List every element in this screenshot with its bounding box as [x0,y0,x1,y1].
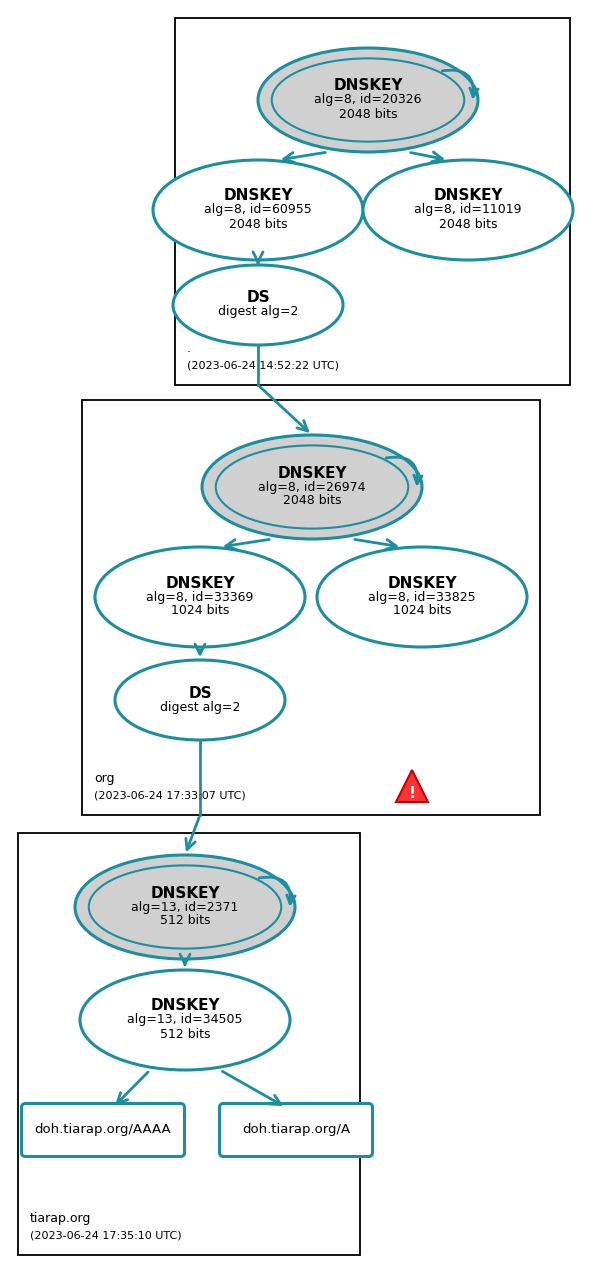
Text: .: . [187,342,191,355]
Ellipse shape [317,547,527,647]
Text: (2023-06-24 17:35:10 UTC): (2023-06-24 17:35:10 UTC) [30,1231,182,1241]
Polygon shape [396,770,428,803]
Text: digest alg=2: digest alg=2 [160,700,240,714]
Ellipse shape [173,265,343,345]
Ellipse shape [363,160,573,260]
Ellipse shape [153,160,363,260]
Text: org: org [94,772,114,785]
Ellipse shape [115,660,285,740]
Text: alg=8, id=60955: alg=8, id=60955 [204,204,312,217]
FancyBboxPatch shape [220,1104,373,1156]
Ellipse shape [95,547,305,647]
FancyArrowPatch shape [442,71,478,96]
Text: alg=8, id=20326: alg=8, id=20326 [314,94,422,106]
Text: DNSKEY: DNSKEY [150,886,220,900]
Text: alg=8, id=33825: alg=8, id=33825 [368,591,476,604]
Text: tiarap.org: tiarap.org [30,1211,91,1226]
Text: DNSKEY: DNSKEY [333,78,403,94]
Text: 2048 bits: 2048 bits [229,218,287,231]
Ellipse shape [89,865,281,949]
Text: 2048 bits: 2048 bits [283,495,341,508]
Ellipse shape [75,855,295,959]
FancyBboxPatch shape [175,18,570,385]
Text: alg=8, id=33369: alg=8, id=33369 [146,591,253,604]
Ellipse shape [80,970,290,1070]
Text: DNSKEY: DNSKEY [387,576,457,591]
Text: digest alg=2: digest alg=2 [218,305,298,318]
FancyBboxPatch shape [18,833,360,1255]
Text: (2023-06-24 17:33:07 UTC): (2023-06-24 17:33:07 UTC) [94,791,246,801]
Text: 2048 bits: 2048 bits [339,108,397,121]
Text: alg=8, id=11019: alg=8, id=11019 [414,204,522,217]
Text: doh.tiarap.org/AAAA: doh.tiarap.org/AAAA [34,1123,171,1137]
FancyArrowPatch shape [386,458,422,483]
FancyBboxPatch shape [82,400,540,815]
Ellipse shape [272,59,464,141]
Text: DNSKEY: DNSKEY [433,188,503,204]
Text: 512 bits: 512 bits [160,914,211,927]
Ellipse shape [258,47,478,153]
Text: DNSKEY: DNSKEY [277,465,347,481]
Text: 1024 bits: 1024 bits [393,605,451,618]
Text: DNSKEY: DNSKEY [165,576,235,591]
Text: doh.tiarap.org/A: doh.tiarap.org/A [242,1123,350,1137]
Ellipse shape [216,445,408,528]
Text: alg=13, id=2371: alg=13, id=2371 [131,900,239,914]
FancyArrowPatch shape [259,877,295,904]
Text: 512 bits: 512 bits [160,1027,211,1041]
Text: !: ! [408,786,416,801]
Text: DS: DS [246,291,270,305]
Text: (2023-06-24 14:52:22 UTC): (2023-06-24 14:52:22 UTC) [187,362,339,370]
Text: DNSKEY: DNSKEY [223,188,293,204]
Text: DNSKEY: DNSKEY [150,999,220,1014]
Text: 1024 bits: 1024 bits [171,605,229,618]
Text: alg=13, id=34505: alg=13, id=34505 [127,1014,243,1027]
Text: DS: DS [188,686,212,700]
Text: 2048 bits: 2048 bits [439,218,497,231]
Text: alg=8, id=26974: alg=8, id=26974 [258,481,366,494]
Ellipse shape [202,435,422,538]
FancyBboxPatch shape [22,1104,185,1156]
